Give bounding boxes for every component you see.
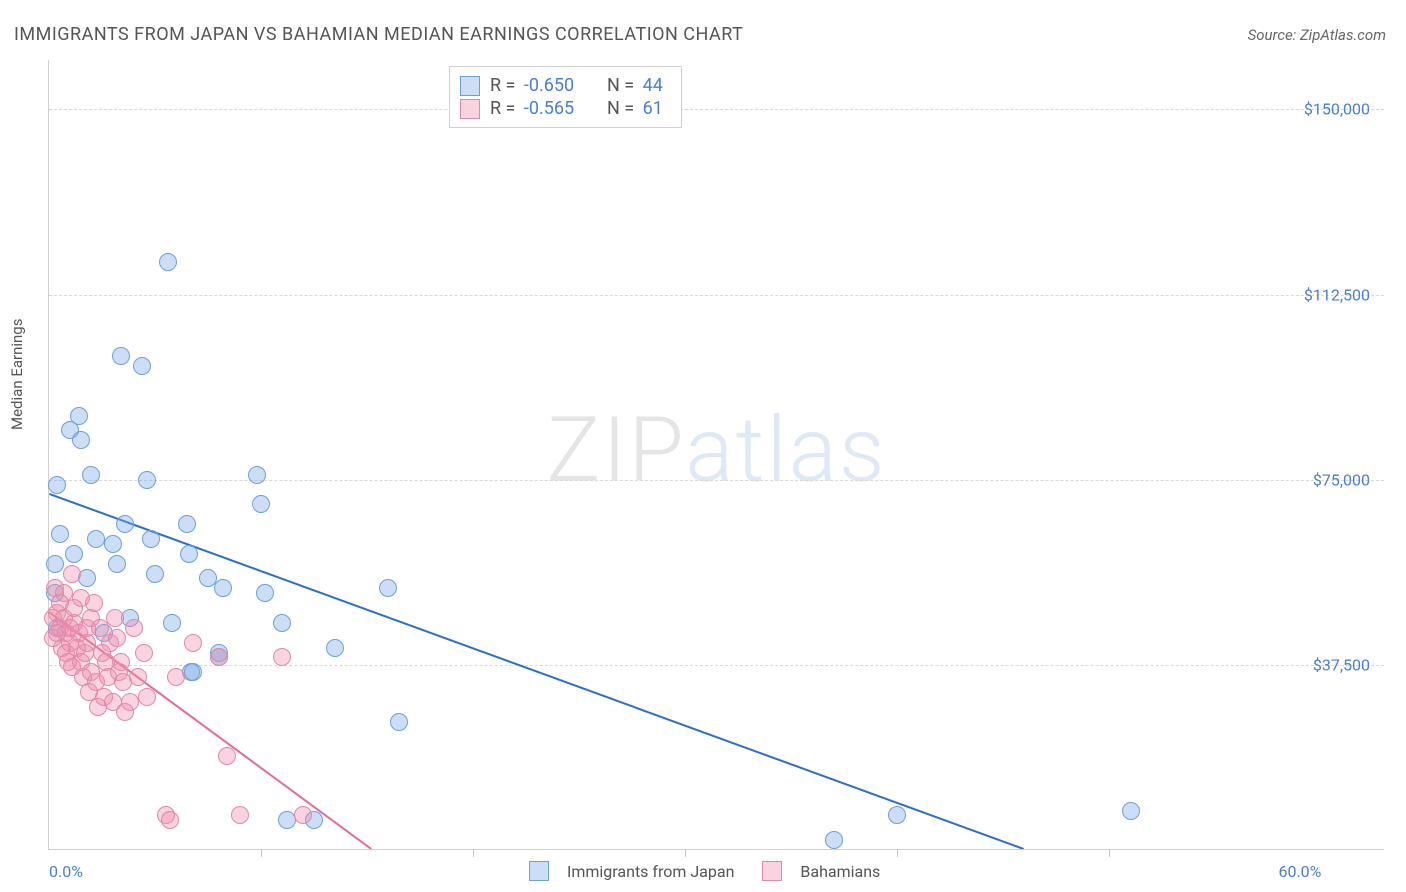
scatter-point [133, 357, 151, 375]
scatter-point [125, 619, 143, 637]
scatter-point [214, 579, 232, 597]
legend-row-series1: R = -0.650 N = 44 [460, 75, 667, 96]
scatter-point [256, 584, 274, 602]
legend-r-value-2: -0.565 [524, 98, 574, 119]
chart-title: IMMIGRANTS FROM JAPAN VS BAHAMIAN MEDIAN… [14, 24, 743, 45]
legend-row-series2: R = -0.565 N = 61 [460, 98, 667, 119]
scatter-point [888, 806, 906, 824]
legend-label-series2: Bahamians [800, 862, 880, 881]
legend-n-value-1: 44 [643, 75, 663, 96]
correlation-legend: R = -0.650 N = 44 R = -0.565 N = 61 [449, 66, 682, 128]
y-axis-label: Median Earnings [8, 319, 26, 430]
scatter-point [210, 648, 228, 666]
scatter-point [82, 466, 100, 484]
scatter-point [85, 594, 103, 612]
scatter-point [135, 644, 153, 662]
swatch-series1 [529, 861, 549, 881]
legend-r-label: R = [490, 98, 515, 119]
scatter-point [390, 713, 408, 731]
scatter-point [63, 565, 81, 583]
watermark: ZIPatlas [546, 397, 886, 502]
scatter-point [108, 555, 126, 573]
scatter-point [104, 535, 122, 553]
scatter-point [70, 407, 88, 425]
source-attribution: Source: ZipAtlas.com [1248, 26, 1386, 44]
chart-container: IMMIGRANTS FROM JAPAN VS BAHAMIAN MEDIAN… [0, 0, 1406, 892]
scatter-point [163, 614, 181, 632]
scatter-point [326, 639, 344, 657]
scatter-point [231, 806, 249, 824]
scatter-point [161, 811, 179, 829]
scatter-point [106, 609, 124, 627]
scatter-point [146, 565, 164, 583]
scatter-point [51, 525, 69, 543]
scatter-point [112, 347, 130, 365]
legend-r-label: R = [490, 75, 515, 96]
scatter-point [142, 530, 160, 548]
y-tick-label: $37,500 [1313, 655, 1370, 674]
swatch-series2 [460, 99, 480, 119]
legend-n-label: N = [607, 75, 634, 96]
x-tick-label: 0.0% [49, 862, 83, 881]
gridline [49, 295, 1384, 296]
scatter-point [48, 476, 66, 494]
scatter-point [248, 466, 266, 484]
scatter-point [116, 515, 134, 533]
scatter-point [138, 471, 156, 489]
watermark-part1: ZIP [546, 397, 685, 502]
scatter-point [87, 530, 105, 548]
x-tick-label: 60.0% [1278, 862, 1321, 881]
scatter-point [825, 831, 843, 849]
plot-area: ZIPatlas $37,500$75,000$112,500$150,000 … [48, 60, 1384, 850]
swatch-series1 [460, 76, 480, 96]
scatter-point [46, 555, 64, 573]
scatter-point [273, 614, 291, 632]
scatter-point [159, 253, 177, 271]
scatter-point [180, 545, 198, 563]
scatter-point [167, 668, 185, 686]
x-tick [261, 849, 262, 857]
scatter-point [278, 811, 296, 829]
x-tick [473, 849, 474, 857]
gridline [49, 109, 1384, 110]
x-tick [685, 849, 686, 857]
legend-n-value-2: 61 [643, 98, 663, 119]
y-tick-label: $75,000 [1313, 470, 1370, 489]
trend-lines-svg [49, 60, 1384, 849]
scatter-point [108, 629, 126, 647]
legend-item-series2: Bahamians [762, 861, 880, 881]
series-legend: Immigrants from Japan Bahamians [529, 861, 880, 881]
y-tick-label: $112,500 [1304, 285, 1370, 304]
scatter-point [218, 747, 236, 765]
scatter-point [294, 806, 312, 824]
scatter-point [138, 688, 156, 706]
scatter-point [379, 579, 397, 597]
legend-label-series1: Immigrants from Japan [567, 862, 734, 881]
scatter-point [1122, 802, 1140, 820]
y-tick-label: $150,000 [1304, 100, 1370, 119]
watermark-part2: atlas [685, 397, 886, 502]
scatter-point [184, 663, 202, 681]
scatter-point [72, 431, 90, 449]
scatter-point [184, 634, 202, 652]
gridline [49, 665, 1384, 666]
scatter-point [129, 668, 147, 686]
scatter-point [273, 648, 291, 666]
scatter-point [252, 495, 270, 513]
scatter-point [121, 693, 139, 711]
legend-item-series1: Immigrants from Japan [529, 861, 734, 881]
x-tick [897, 849, 898, 857]
scatter-point [178, 515, 196, 533]
swatch-series2 [762, 861, 782, 881]
legend-r-value-1: -0.650 [524, 75, 574, 96]
x-tick [1109, 849, 1110, 857]
scatter-point [112, 653, 130, 671]
scatter-point [65, 545, 83, 563]
legend-n-label: N = [607, 98, 634, 119]
